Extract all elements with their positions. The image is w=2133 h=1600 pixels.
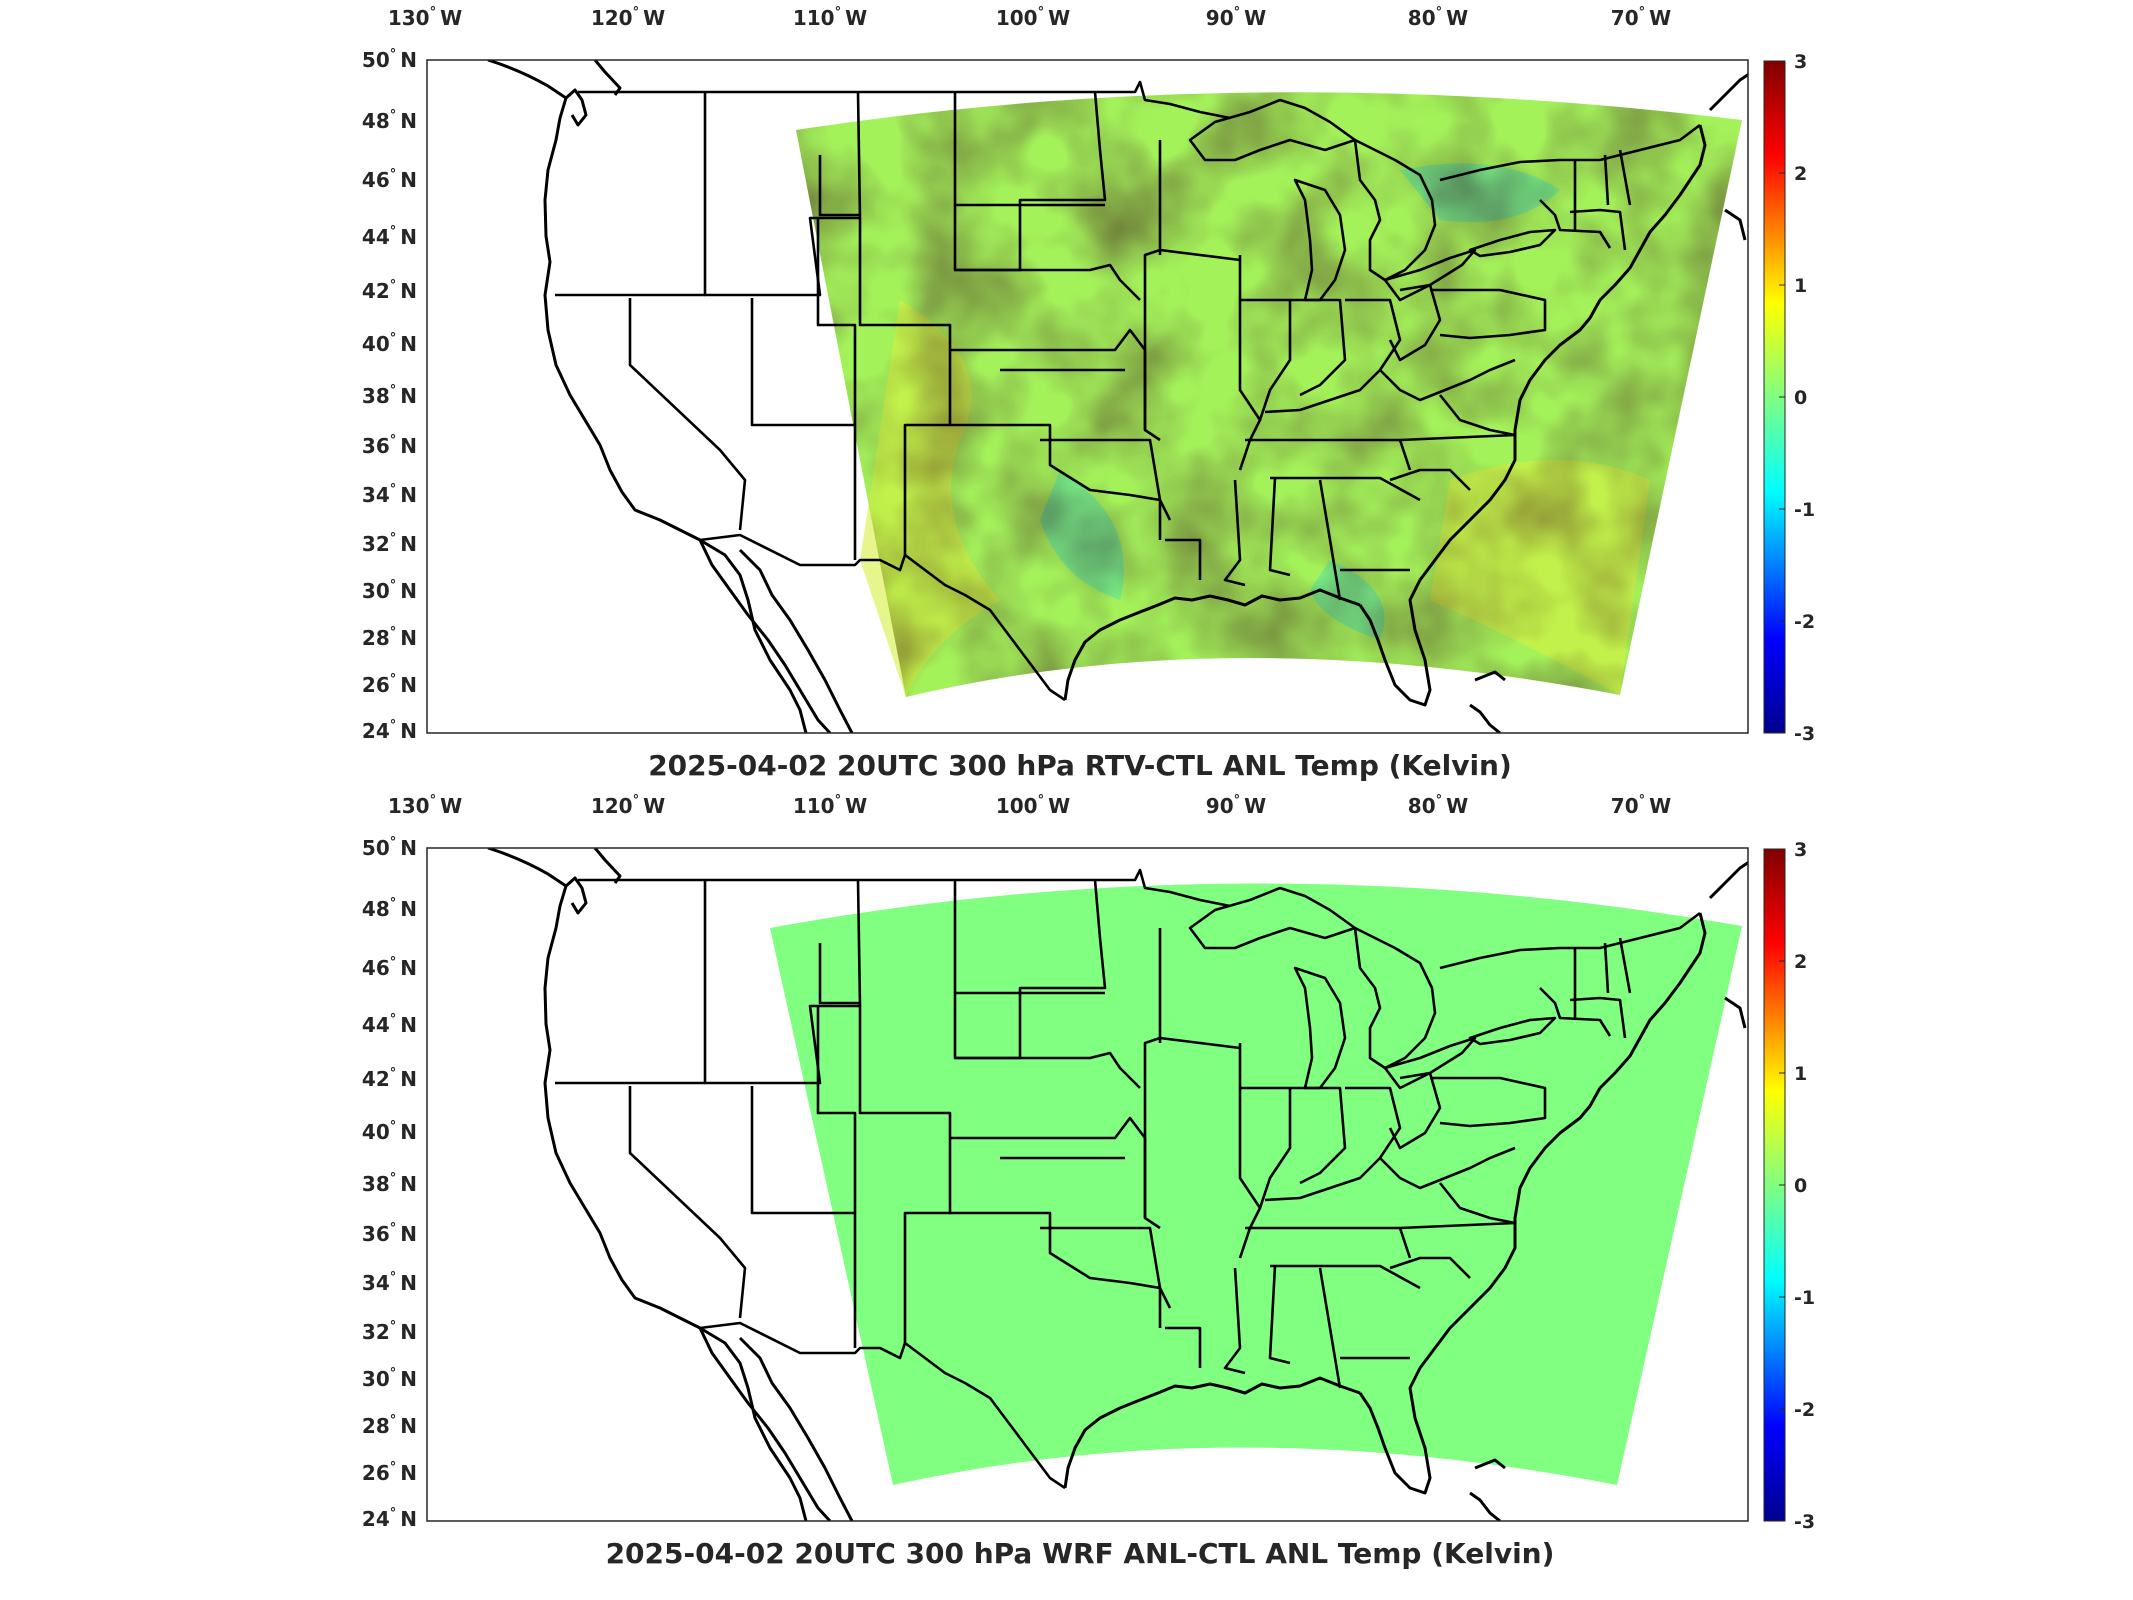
latitude-label: 50° N [362, 47, 417, 72]
latitude-label: 30° N [362, 578, 417, 603]
longitude-label: 110° W [793, 5, 867, 30]
latitude-label: 32° N [362, 531, 417, 556]
colorbar-tick-label: 0 [1794, 387, 1807, 409]
latitude-label: 42° N [362, 278, 417, 303]
colorbar-tick-label: 1 [1794, 275, 1807, 297]
latitude-label: 38° N [362, 1171, 417, 1196]
latitude-label: 48° N [362, 896, 417, 921]
latitude-label: 24° N [362, 1506, 417, 1531]
latitude-label: 34° N [362, 1270, 417, 1295]
colorbar-tick-label: 3 [1794, 839, 1807, 861]
longitude-label: 90° W [1206, 793, 1266, 818]
longitude-label: 120° W [591, 793, 665, 818]
latitude-label: 40° N [362, 331, 417, 356]
latitude-label: 42° N [362, 1066, 417, 1091]
longitude-label: 130° W [388, 5, 462, 30]
longitude-label: 110° W [793, 793, 867, 818]
colorbar-tick-label: -2 [1794, 1399, 1815, 1421]
map-frame [426, 59, 1749, 734]
bottom-map-figure: 130° W 120° W 110° W 100° W 90° W 80° W 70° W 50° N 48°… [362, 793, 1815, 1570]
longitude-label: 70° W [1611, 793, 1671, 818]
latitude-label: 26° N [362, 672, 417, 697]
panel-title: 2025-04-02 20UTC 300 hPa RTV-CTL ANL Tem… [648, 749, 1512, 782]
top-map-panel: 130° W 120° W 110° W 100° W 90° W 80° W 70° W 50° N 48°… [362, 5, 1815, 782]
latitude-label: 28° N [362, 1413, 417, 1438]
colorbar-tick-label: 1 [1794, 1063, 1807, 1085]
longitude-label: 100° W [996, 5, 1070, 30]
latitude-label: 46° N [362, 167, 417, 192]
latitude-label: 26° N [362, 1460, 417, 1485]
latitude-label: 38° N [362, 383, 417, 408]
latitude-label: 34° N [362, 482, 417, 507]
latitude-label: 24° N [362, 718, 417, 743]
colorbar-tick-label: -1 [1794, 1287, 1815, 1309]
longitude-label: 80° W [1408, 793, 1468, 818]
panel-title: 2025-04-02 20UTC 300 hPa WRF ANL-CTL ANL… [606, 1537, 1555, 1570]
latitude-label: 36° N [362, 1221, 417, 1246]
latitude-label: 50° N [362, 835, 417, 860]
wrf-anl-ctl-field [770, 883, 1742, 1485]
map-frame [426, 847, 1749, 1522]
bottom-map-panel: 130° W 120° W 110° W 100° W 90° W 80° W 70° W 50° N 48°… [0, 788, 2133, 1588]
latitude-label: 40° N [362, 1119, 417, 1144]
longitude-label: 90° W [1206, 5, 1266, 30]
colorbar-tick-label: 2 [1794, 951, 1807, 973]
latitude-tick-labels: 50° N 48° N 46° N 44° N 42° N 40° N 38° N 36° N 34° N 32° N… [362, 835, 417, 1531]
latitude-label: 32° N [362, 1319, 417, 1344]
latitude-label: 46° N [362, 955, 417, 980]
colorbar-tick-labels: 3 2 1 0 -1 -2 -3 [1779, 51, 1815, 745]
longitude-label: 80° W [1408, 5, 1468, 30]
latitude-label: 48° N [362, 108, 417, 133]
longitude-label: 70° W [1611, 5, 1671, 30]
longitude-tick-labels: 130° W 120° W 110° W 100° W 90° W 80° W 70° W [388, 5, 1671, 30]
colorbar-tick-label: 0 [1794, 1175, 1807, 1197]
latitude-tick-labels: 50° N 48° N 46° N 44° N 42° N 40° N 38° N 36° N 34° N 32° N… [362, 47, 417, 743]
colorbar-tick-label: 3 [1794, 51, 1807, 73]
latitude-label: 30° N [362, 1366, 417, 1391]
longitude-label: 120° W [591, 5, 665, 30]
colorbar-tick-label: -1 [1794, 499, 1815, 521]
latitude-label: 44° N [362, 1012, 417, 1037]
longitude-label: 100° W [996, 793, 1070, 818]
longitude-tick-labels: 130° W 120° W 110° W 100° W 90° W 80° W 70° W [388, 793, 1671, 818]
colorbar-tick-label: 2 [1794, 163, 1807, 185]
longitude-label: 130° W [388, 793, 462, 818]
colorbar-tick-label: -3 [1794, 1511, 1815, 1533]
colorbar-tick-labels: 3 2 1 0 -1 -2 -3 [1779, 839, 1815, 1533]
colorbar-tick-label: -3 [1794, 723, 1815, 745]
latitude-label: 44° N [362, 224, 417, 249]
latitude-label: 28° N [362, 625, 417, 650]
latitude-label: 36° N [362, 433, 417, 458]
top-map-figure: 130° W 120° W 110° W 100° W 90° W 80° W 70° W 50° N 48°… [362, 5, 1815, 782]
colorbar-tick-label: -2 [1794, 611, 1815, 633]
